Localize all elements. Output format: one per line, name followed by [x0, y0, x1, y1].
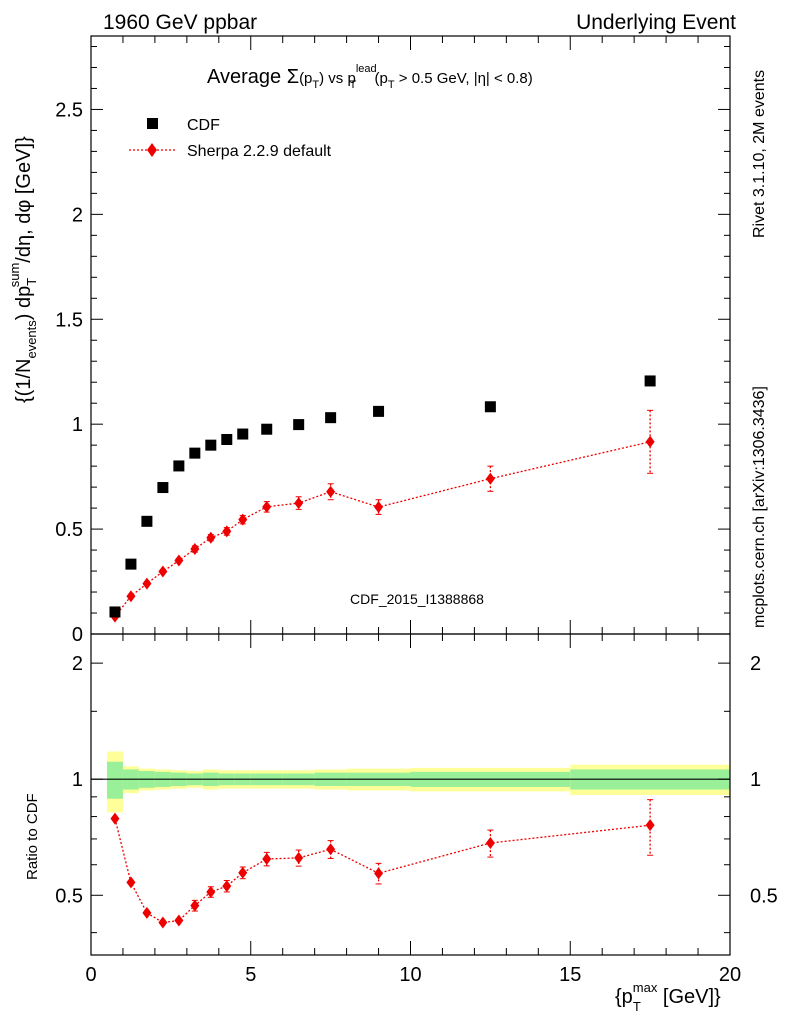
- sherpa-line: [114, 441, 651, 617]
- ratio-y-tick-label-right: 1: [750, 769, 761, 791]
- sherpa-point: [190, 543, 200, 556]
- x-axis-label: {pTmax [GeV]}: [615, 980, 721, 1014]
- cdf-point: [373, 405, 385, 417]
- legend-sherpa-label: Sherpa 2.2.9 default: [187, 143, 332, 160]
- sherpa-point: [174, 554, 184, 567]
- header-left: 1960 GeV ppbar: [103, 11, 257, 34]
- main-ticks: [90, 36, 731, 635]
- main-y-tick-label: 1.5: [55, 309, 83, 331]
- main-y-tick-label: 2: [72, 204, 83, 226]
- ratio-y-tick-label-left: 1: [72, 769, 83, 791]
- ratio-sherpa-point: [374, 867, 384, 880]
- cdf-point: [173, 460, 185, 472]
- ratio-sherpa-point: [238, 866, 248, 879]
- sherpa-point: [126, 590, 136, 603]
- x-tick-label: 15: [559, 964, 581, 986]
- main-panel: 0 0.5 1 1.5 2 2.5 Average Σ(pT) vs plead T (pT…: [7, 35, 731, 646]
- cdf-point: [484, 401, 496, 413]
- ratio-ticks: [90, 634, 731, 955]
- ratio-y-tick-label-left: 2: [72, 653, 83, 675]
- ratio-data: [110, 799, 655, 929]
- ratio-bands: [106, 751, 730, 813]
- cdf-point: [125, 558, 137, 570]
- ratio-sherpa-point: [206, 885, 216, 898]
- sherpa-point: [206, 531, 216, 544]
- sherpa-point: [485, 472, 495, 485]
- ratio-sherpa-point: [110, 812, 120, 825]
- ratio-inner-band: [106, 761, 123, 799]
- cdf-point: [237, 428, 249, 440]
- main-y-tick-labels: 0 0.5 1 1.5 2 2.5: [55, 99, 83, 646]
- ratio-sherpa-point: [158, 916, 168, 929]
- cdf-point: [293, 419, 305, 431]
- ratio-sherpa-point: [190, 899, 200, 912]
- sherpa-point: [326, 485, 336, 498]
- cdf-point: [109, 606, 121, 618]
- main-y-label: {(1/Nevents) dpTsum/dη, dφ [GeV]}: [7, 136, 39, 403]
- sherpa-point: [222, 525, 232, 538]
- x-tick-label: 5: [245, 964, 256, 986]
- x-tick-label: 10: [399, 964, 421, 986]
- main-y-tick-label: 2.5: [55, 99, 83, 121]
- sherpa-point: [238, 513, 248, 526]
- ratio-y-tick-label-left: 0.5: [55, 885, 83, 907]
- ratio-sherpa-point: [262, 852, 272, 865]
- ratio-y-tick-labels: 0.5 0.5 1 1 2 2: [55, 653, 778, 907]
- header-right: Underlying Event: [576, 11, 736, 34]
- main-y-tick-label: 0.5: [55, 519, 83, 541]
- sherpa-point: [294, 497, 304, 510]
- ratio-panel: 0.5 0.5 1 1 2 2 0 5 10 15 20 Ratio to CDF {pTmax …: [24, 633, 778, 1014]
- rivet-label: Rivet 3.1.10, 2M events: [751, 70, 768, 238]
- legend: CDF Sherpa 2.2.9 default: [129, 117, 332, 160]
- legend-sherpa-marker: [147, 143, 157, 157]
- legend-cdf-label: CDF: [187, 117, 220, 134]
- sherpa-point: [142, 577, 152, 590]
- main-y-tick-label: 0: [72, 624, 83, 646]
- ratio-sherpa-point: [174, 914, 184, 927]
- x-tick-labels: 0 5 10 15 20: [85, 964, 741, 986]
- ratio-y-label: Ratio to CDF: [24, 793, 41, 880]
- ratio-sherpa-point: [126, 876, 136, 889]
- chart-title: Average Σ(pT) vs plead T (pT > 0.5 GeV, |…: [207, 63, 533, 91]
- mcplots-label: mcplots.cern.ch [arXiv:1306.3436]: [751, 386, 768, 628]
- sherpa-point: [374, 501, 384, 514]
- cdf-point: [221, 433, 233, 445]
- main-data: [109, 375, 656, 623]
- ratio-y-tick-label-right: 2: [750, 653, 761, 675]
- ratio-sherpa-point: [326, 843, 336, 856]
- sherpa-point: [645, 435, 655, 448]
- cdf-point: [644, 375, 656, 387]
- legend-cdf-marker: [147, 118, 158, 129]
- ratio-sherpa-point: [294, 851, 304, 864]
- ratio-sherpa-point: [142, 906, 152, 919]
- ratio-sherpa-point: [222, 880, 232, 893]
- cdf-point: [261, 423, 273, 435]
- cdf-point: [325, 412, 337, 424]
- ratio-sherpa-point: [485, 837, 495, 850]
- sherpa-point: [158, 565, 168, 578]
- cdf-point: [141, 515, 153, 527]
- analysis-watermark: CDF_2015_I1388868: [350, 591, 484, 607]
- cdf-point: [189, 447, 201, 459]
- sherpa-point: [262, 500, 272, 513]
- main-y-tick-label: 1: [72, 414, 83, 436]
- x-tick-label: 0: [85, 964, 96, 986]
- ratio-y-tick-label-right: 0.5: [750, 885, 778, 907]
- x-tick-label: 20: [719, 964, 741, 986]
- cdf-point: [205, 439, 217, 451]
- ratio-sherpa-point: [645, 819, 655, 832]
- cdf-point: [157, 482, 169, 494]
